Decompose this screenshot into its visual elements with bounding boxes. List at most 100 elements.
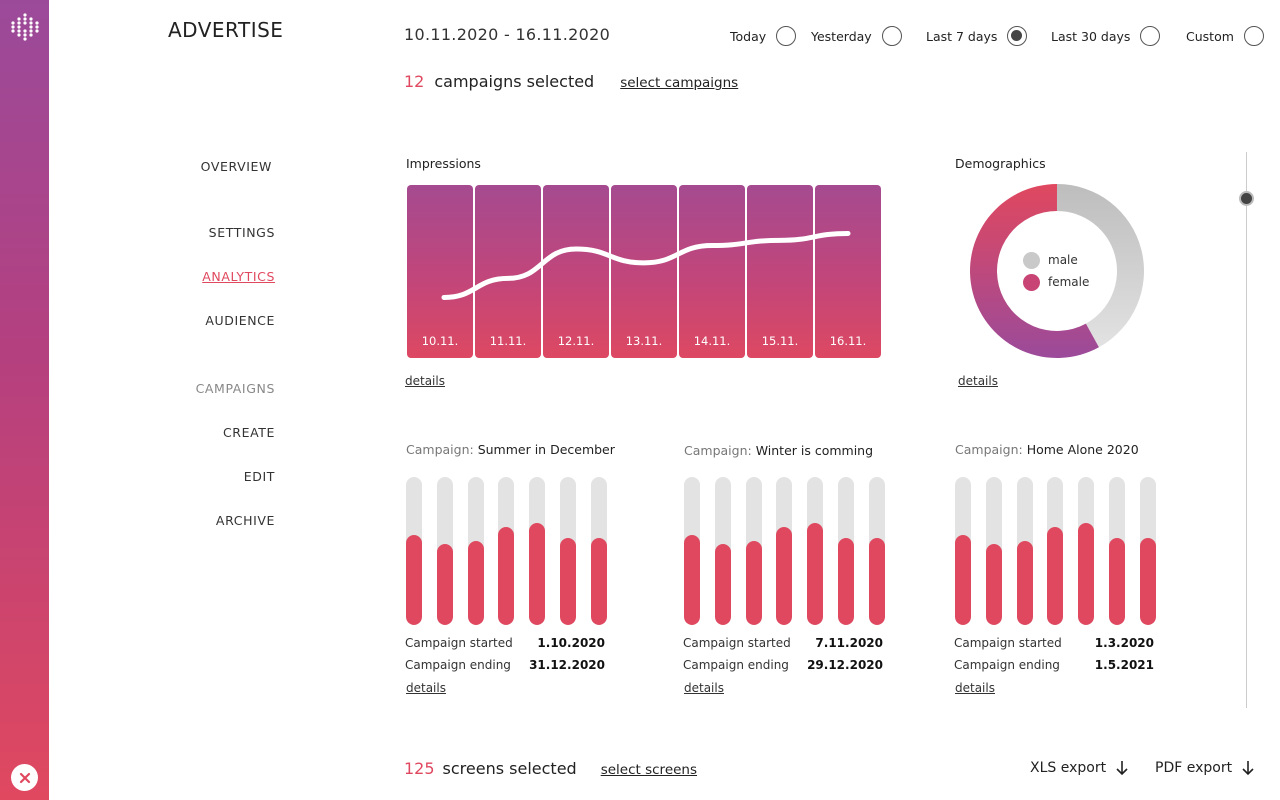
campaign-bar-fill	[1109, 537, 1125, 625]
impressions-day-label: 11.11.	[489, 334, 527, 348]
vertical-scroll-track[interactable]	[1246, 152, 1247, 708]
nav-settings[interactable]: SETTINGS	[208, 225, 275, 240]
period-last-7-days[interactable]: Last 7 days	[926, 26, 1028, 46]
legend-female-label: female	[1048, 275, 1090, 289]
period-radio[interactable]	[776, 26, 797, 46]
campaign-bar[interactable]	[498, 477, 515, 625]
period-last-30-days[interactable]: Last 30 days	[1051, 26, 1161, 46]
campaign-bar[interactable]	[1139, 477, 1156, 625]
campaign-name: Home Alone 2020	[1026, 442, 1139, 457]
nav-audience[interactable]: AUDIENCE	[205, 313, 275, 328]
period-custom[interactable]: Custom	[1186, 26, 1264, 46]
campaign-started-row: Campaign started 7.11.2020	[683, 636, 883, 650]
select-campaigns-link[interactable]: select campaigns	[620, 75, 739, 91]
period-radio[interactable]	[1243, 26, 1264, 46]
period-radio[interactable]	[1140, 26, 1161, 46]
period-label: Last 30 days	[1051, 28, 1131, 44]
nav-overview[interactable]: OVERVIEW	[200, 159, 272, 174]
campaign-bar[interactable]	[467, 477, 484, 625]
impressions-details-link[interactable]: details	[405, 374, 445, 388]
campaign-bar[interactable]	[776, 477, 793, 625]
campaign-bar-fill	[745, 540, 762, 625]
campaign-bar[interactable]	[714, 477, 731, 625]
demographics-slice-male	[1057, 184, 1144, 348]
impressions-chart: 16.11. 15.11. 14.11. 13.11. 12.11. 11.11. 10.1…	[406, 185, 883, 358]
campaign-bar[interactable]	[590, 477, 607, 625]
nav-analytics[interactable]: ANALYTICS	[202, 269, 275, 284]
campaign-bar[interactable]	[436, 477, 453, 625]
vertical-scroll-thumb[interactable]	[1239, 191, 1254, 206]
period-today[interactable]: Today	[730, 26, 797, 46]
campaign-bar[interactable]	[807, 477, 824, 625]
sidebar-strip	[0, 0, 49, 800]
impressions-day-bar[interactable]: 13.11.	[611, 185, 677, 358]
select-screens-link[interactable]: select screens	[600, 762, 698, 778]
xls-export-button[interactable]: XLS export	[1030, 760, 1128, 776]
campaigns-selected-label: campaigns selected	[434, 72, 595, 91]
impressions-day-bar[interactable]: 10.11.	[407, 185, 473, 358]
period-radio[interactable]	[881, 26, 902, 46]
campaign-bar[interactable]	[838, 477, 854, 625]
campaign-title: Campaign: Summer in December	[406, 442, 615, 457]
campaign-bar-fill	[467, 540, 484, 625]
app-title: ADVERTISE	[168, 18, 284, 42]
campaign-bar[interactable]	[560, 477, 576, 625]
download-arrow-icon	[1116, 761, 1128, 776]
campaign-bar-fill	[529, 522, 546, 625]
period-radio[interactable]	[1007, 26, 1028, 46]
pdf-export-button[interactable]: PDF export	[1155, 760, 1254, 776]
nav-archive[interactable]: ARCHIVE	[215, 513, 275, 528]
campaign-bar-fill	[807, 522, 824, 625]
campaign-name: Winter is comming	[755, 443, 874, 458]
campaign-details-link[interactable]: details	[684, 681, 724, 695]
campaign-bar[interactable]	[1047, 477, 1064, 625]
campaign-bar[interactable]	[1016, 477, 1033, 625]
nav-edit[interactable]: EDIT	[243, 469, 275, 484]
campaign-details-link[interactable]: details	[406, 681, 446, 695]
campaign-bar[interactable]	[985, 477, 1002, 625]
campaign-details-link[interactable]: details	[955, 681, 995, 695]
period-label: Custom	[1186, 28, 1234, 44]
campaign-bar-fill	[985, 543, 1002, 625]
campaign-title: Campaign: Home Alone 2020	[955, 442, 1139, 457]
impressions-day-bar[interactable]: 12.11.	[543, 185, 609, 358]
nav-create[interactable]: CREATE	[222, 425, 275, 440]
legend-male-label: male	[1048, 253, 1078, 267]
impressions-day-bar[interactable]: 11.11.	[475, 185, 541, 358]
impressions-day-bar[interactable]: 14.11.	[679, 185, 745, 358]
impressions-day-bar[interactable]: 15.11.	[747, 185, 813, 358]
campaign-bar[interactable]	[1078, 477, 1095, 625]
close-button[interactable]	[11, 764, 38, 791]
logo-dots-icon[interactable]	[11, 13, 39, 41]
campaign-started-value: 7.11.2020	[815, 636, 883, 650]
impressions-day-label: 14.11.	[693, 334, 731, 348]
campaign-bar[interactable]	[868, 477, 885, 625]
campaign-bar[interactable]	[529, 477, 546, 625]
campaign-bar[interactable]	[955, 477, 971, 625]
campaign-started-value: 1.3.2020	[1094, 636, 1154, 650]
campaign-bar-fill	[868, 537, 885, 625]
demographics-slice-female	[970, 184, 1099, 358]
period-yesterday[interactable]: Yesterday	[811, 26, 902, 46]
campaign-bar[interactable]	[684, 477, 700, 625]
campaign-bar[interactable]	[1109, 477, 1125, 625]
screens-count: 125	[404, 759, 435, 778]
impressions-day-bar[interactable]: 16.11.	[815, 185, 881, 358]
campaign-bar[interactable]	[406, 477, 422, 625]
campaign-started-label: Campaign started	[954, 636, 1062, 650]
campaign-bar-fill	[955, 534, 971, 625]
campaigns-selected: 12 campaigns selected select campaigns	[404, 72, 738, 91]
campaign-bars	[405, 477, 607, 625]
campaign-bar-fill	[560, 537, 576, 625]
demographics-details-link[interactable]: details	[958, 374, 998, 388]
screens-selected: 125 screens selected select screens	[404, 759, 697, 778]
close-icon	[19, 772, 30, 783]
xls-export-label: XLS export	[1030, 760, 1107, 776]
campaign-bar-fill	[684, 534, 700, 625]
male-swatch	[1023, 251, 1040, 269]
campaign-bar-fill	[714, 543, 731, 625]
campaign-bar[interactable]	[745, 477, 762, 625]
campaign-bar-fill	[436, 543, 453, 625]
campaign-started-label: Campaign started	[683, 636, 791, 650]
nav-section-campaigns: CAMPAIGNS	[195, 381, 275, 396]
